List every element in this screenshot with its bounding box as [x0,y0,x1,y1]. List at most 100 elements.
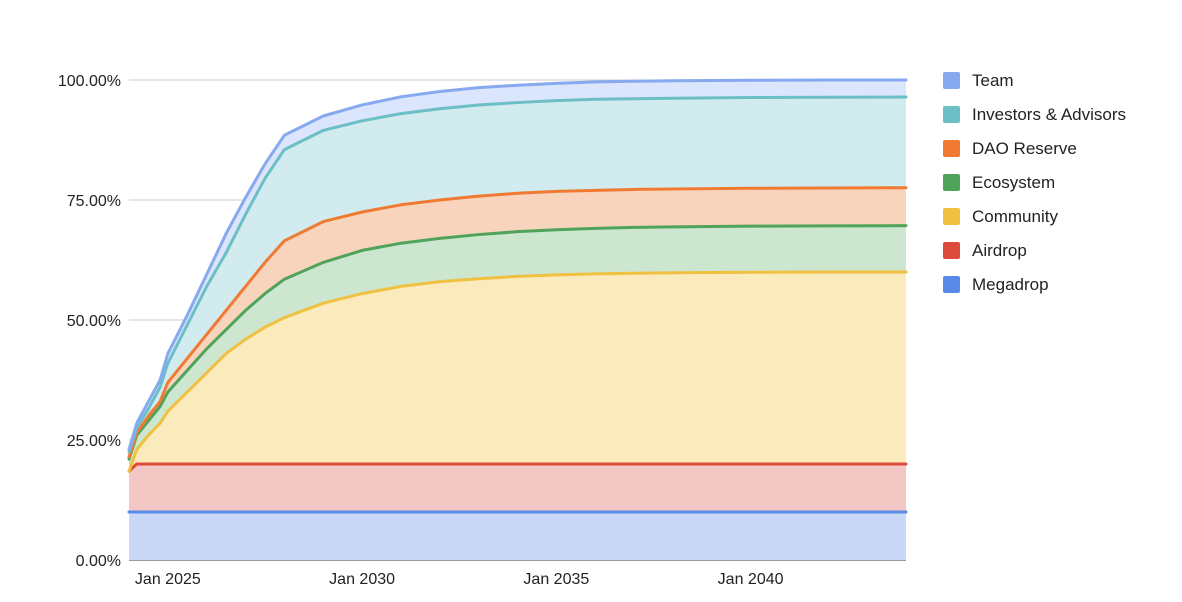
point-airdrop [399,462,403,466]
legend-label-ecosystem: Ecosystem [972,173,1055,192]
point-investors-advisors [244,213,247,216]
point-airdrop [438,462,441,466]
point-megadrop [158,510,162,514]
point-investors-advisors [166,362,170,365]
point-megadrop [399,510,403,514]
point-ecosystem [594,227,597,230]
point-dao-reserve [827,186,830,190]
point-community [399,285,403,288]
point-dao-reserve [399,203,403,206]
point-airdrop [516,462,519,466]
legend-label-megadrop: Megadrop [972,275,1049,294]
point-airdrop [671,462,675,466]
point-team [205,273,208,276]
point-airdrop [555,462,558,466]
point-team [438,90,441,93]
point-airdrop [135,462,138,466]
legend-swatch-team [943,72,960,89]
legend-label-team: Team [972,71,1014,90]
point-airdrop [827,462,830,466]
point-megadrop [263,510,267,514]
point-dao-reserve [244,285,247,288]
point-team [399,95,403,99]
y-tick-label: 0.00% [76,553,121,570]
x-tick-label: Jan 2035 [523,571,589,588]
point-ecosystem [127,458,131,461]
y-tick-label: 50.00% [67,313,121,330]
line-investors-advisors [127,95,908,454]
legend-swatch-airdrop [943,242,960,259]
point-investors-advisors [283,148,286,151]
point-megadrop [244,510,247,514]
point-dao-reserve [438,198,441,202]
point-investors-advisors [224,251,228,254]
point-dao-reserve [594,189,597,192]
point-community [749,271,752,274]
point-community [360,292,364,295]
legend-label-investors-advisors: Investors & Advisors [972,105,1126,124]
point-megadrop [360,510,364,514]
point-investors-advisors [477,103,480,107]
legend-label-dao-reserve: DAO Reserve [972,139,1077,158]
point-team [263,162,267,166]
point-megadrop [135,510,138,514]
point-team [555,82,558,85]
point-community [263,326,267,329]
point-megadrop [904,510,908,514]
point-team [322,114,325,118]
y-tick-label: 25.00% [67,433,121,450]
point-megadrop [749,510,752,514]
point-team [516,84,519,87]
x-tick-label: Jan 2040 [718,571,784,588]
point-dao-reserve [555,190,558,193]
series-lines [127,78,908,514]
point-megadrop [516,510,519,514]
point-ecosystem [186,369,189,372]
point-ecosystem [632,226,636,229]
point-airdrop [186,462,189,466]
point-dao-reserve [516,192,519,195]
point-investors-advisors [516,101,519,104]
point-team [283,134,286,137]
point-dao-reserve [671,187,675,191]
point-community [127,470,131,473]
point-team [186,314,189,317]
point-dao-reserve [263,261,267,264]
point-megadrop [186,510,189,514]
legend-swatch-investors-advisors [943,106,960,123]
point-dao-reserve [283,239,286,242]
line-team [127,78,908,452]
point-community [322,302,325,305]
point-megadrop [322,510,325,514]
point-community [827,270,830,274]
legend: Team Investors & Advisors DAO Reserve Ecosy… [943,71,1126,294]
point-investors-advisors [399,112,403,115]
point-community [632,272,636,275]
point-ecosystem [827,224,830,228]
y-tick-label: 75.00% [67,193,121,210]
point-ecosystem [904,224,908,227]
point-community [205,371,208,374]
point-community [594,272,597,276]
point-community [158,422,162,425]
point-megadrop [438,510,441,514]
point-dao-reserve [749,187,752,190]
point-dao-reserve [477,194,480,198]
point-dao-reserve [147,414,150,418]
point-megadrop [147,510,150,514]
point-airdrop [205,462,208,466]
point-ecosystem [360,249,364,252]
point-ecosystem [147,419,150,422]
point-investors-advisors [127,450,131,454]
point-community [135,448,138,451]
point-airdrop [904,462,908,466]
point-community [671,271,675,274]
point-ecosystem [555,228,558,231]
point-ecosystem [438,237,441,240]
point-dao-reserve [904,186,908,189]
point-team [749,79,752,82]
axes: 0.00% 25.00% 50.00% 75.00% 100.00% Jan 2025 Ja… [58,73,784,588]
point-investors-advisors [904,95,908,99]
point-team [135,422,138,425]
legend-swatch-ecosystem [943,174,960,191]
